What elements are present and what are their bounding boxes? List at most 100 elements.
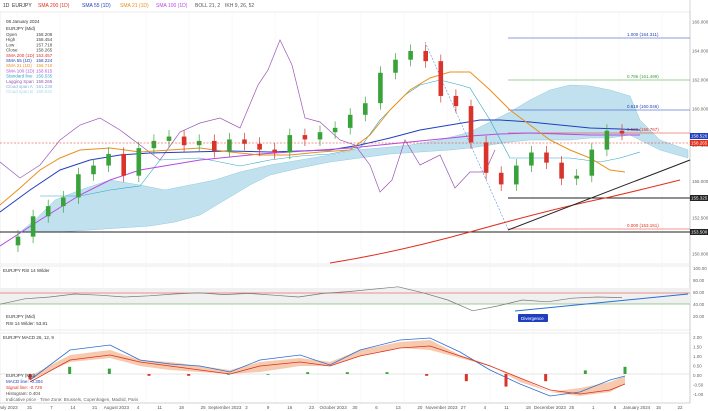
time-label-6: 4: [137, 405, 140, 410]
candle-body-5[interactable]: [91, 165, 96, 175]
candle-body-15[interactable]: [242, 139, 247, 144]
candle-body-35[interactable]: [544, 152, 549, 163]
candle-body-40[interactable]: [619, 130, 625, 134]
toolbar-indicator-2[interactable]: SMA 21 (1D): [120, 3, 149, 9]
candle-body-8[interactable]: [136, 148, 142, 176]
info-label-5: SMA 55 (1D): [6, 58, 32, 63]
time-label-24: 18: [526, 405, 532, 410]
candle-body-4[interactable]: [76, 174, 81, 198]
rsi-divergence-line[interactable]: [514, 293, 689, 312]
candle-body-34[interactable]: [529, 152, 534, 166]
candle-body-27[interactable]: [423, 51, 428, 62]
candle-body-6[interactable]: [106, 153, 111, 166]
toolbar-indicator-1[interactable]: SMA 55 (1D): [82, 3, 111, 9]
candle-body-26[interactable]: [408, 51, 413, 60]
time-axis-labels: July 2023 31 7 14 21 August 2023 4 11 18 25 Septem…: [0, 405, 683, 410]
symbol-label[interactable]: EURJPY: [12, 3, 32, 9]
candle-body-32[interactable]: [498, 172, 504, 185]
info-value-6: 156.710: [36, 63, 53, 68]
rsi-line[interactable]: [0, 286, 623, 312]
candle-body-28[interactable]: [438, 61, 444, 96]
candle-body-10[interactable]: [166, 136, 172, 141]
candle-body-3[interactable]: [61, 197, 66, 207]
info-label-0: Open: [6, 32, 18, 37]
sma-200-line[interactable]: [329, 179, 681, 264]
fib-anchor-line: [424, 41, 509, 230]
time-label-26: 25: [569, 405, 575, 410]
price-tick-2: 162.000: [692, 78, 708, 83]
candle-body-23[interactable]: [363, 103, 368, 115]
candle-body-9[interactable]: [151, 140, 157, 149]
info-label-8: Standard line: [6, 74, 33, 79]
candle-body-0[interactable]: [15, 236, 21, 246]
sma-21-line[interactable]: [0, 71, 626, 206]
macd-bar-4: [187, 374, 191, 376]
macd-histogram[interactable]: [28, 366, 627, 387]
footer-note: Indicative price · Time Zone: Brussels, …: [6, 397, 139, 402]
time-label-1: 31: [27, 405, 33, 410]
rsi-value-label: RSI 14 Wilder: 53.81: [6, 321, 48, 326]
candle-body-17[interactable]: [272, 149, 277, 153]
timeframe-label[interactable]: 1D: [3, 3, 10, 9]
rsi-axis-ticks: 100.00 80.00 60.00 40.00 20.00: [693, 266, 707, 319]
candle-body-13[interactable]: [212, 140, 217, 152]
candle-body-16[interactable]: [257, 143, 262, 150]
ascending-trendline[interactable]: [507, 159, 691, 231]
signal-line[interactable]: [29, 345, 626, 395]
info-value-2: 157.718: [36, 42, 53, 47]
macd-legend: EURJPY MACD 26, 12, 9 EURJPY (Mid) MACD …: [3, 335, 139, 402]
time-label-0: July 2023: [0, 405, 18, 410]
macd-bar-11: [464, 374, 468, 382]
candle-body-1[interactable]: [30, 216, 36, 237]
candle-body-24[interactable]: [378, 72, 383, 104]
candle-body-31[interactable]: [483, 142, 489, 173]
toolbar-indicator-5[interactable]: IKH 9, 26, 52: [225, 3, 254, 9]
macd-bar-7: [306, 372, 310, 374]
macd-tick-3: 0.50: [693, 364, 702, 369]
macd-line-label: MACD line: -0.304: [6, 379, 43, 384]
macd-bar-13: [544, 374, 548, 382]
time-label-25: December 2023: [534, 405, 567, 410]
candle-body-12[interactable]: [196, 140, 202, 146]
candle-body-25[interactable]: [393, 59, 398, 73]
toolbar-indicator-0[interactable]: SMA 200 (1D): [38, 3, 70, 9]
candle-body-20[interactable]: [317, 132, 323, 140]
sma-55-line[interactable]: [0, 119, 641, 213]
lagging-span-line[interactable]: [0, 39, 496, 193]
candle-body-39[interactable]: [604, 130, 610, 150]
candle-body-21[interactable]: [332, 127, 338, 133]
candle-body-38[interactable]: [589, 149, 595, 176]
fib-label-0618: 0.618 (160.046): [627, 104, 659, 109]
time-label-31: 22: [677, 405, 683, 410]
time-label-28: 8: [614, 405, 617, 410]
toolbar-indicator-4[interactable]: BOLL 21, 2: [195, 3, 220, 9]
candle-body-36[interactable]: [559, 162, 564, 179]
candle-body-29[interactable]: [453, 95, 459, 107]
candle-body-30[interactable]: [468, 106, 474, 143]
price-candles[interactable]: [15, 44, 625, 252]
macd-line[interactable]: [29, 337, 626, 397]
candle-body-18[interactable]: [287, 135, 293, 153]
info-value-9: 158.265: [36, 79, 53, 84]
rsi-title: EURJPY RSI 14 Wilder: [3, 268, 50, 273]
candle-body-19[interactable]: [302, 135, 308, 140]
candle-body-22[interactable]: [347, 114, 353, 128]
info-value-0: 158.208: [36, 32, 53, 37]
candle-body-14[interactable]: [227, 139, 232, 152]
candle-body-2[interactable]: [45, 206, 51, 217]
macd-bar-9: [385, 372, 389, 374]
candle-body-11[interactable]: [181, 136, 187, 146]
time-label-29: January 2024: [623, 405, 651, 410]
price-tick-0: 166.000: [692, 20, 708, 25]
toolbar-indicator-3[interactable]: SMA 100 (1D): [156, 3, 188, 9]
time-label-9: 25: [201, 405, 207, 410]
time-label-8: 18: [179, 405, 185, 410]
indicator-toolbar[interactable]: 1D EURJPY SMA 200 (1D) SMA 55 (1D) SMA 21 …: [3, 3, 254, 9]
info-value-10: 161.239: [36, 84, 53, 89]
fib-label-0786: 0.786 (161.499): [627, 74, 659, 79]
candle-body-7[interactable]: [121, 153, 126, 176]
info-value-8: 156.535: [36, 74, 53, 79]
candle-body-37[interactable]: [574, 175, 579, 179]
candle-body-33[interactable]: [514, 165, 519, 185]
macd-bar-15: [623, 366, 627, 374]
